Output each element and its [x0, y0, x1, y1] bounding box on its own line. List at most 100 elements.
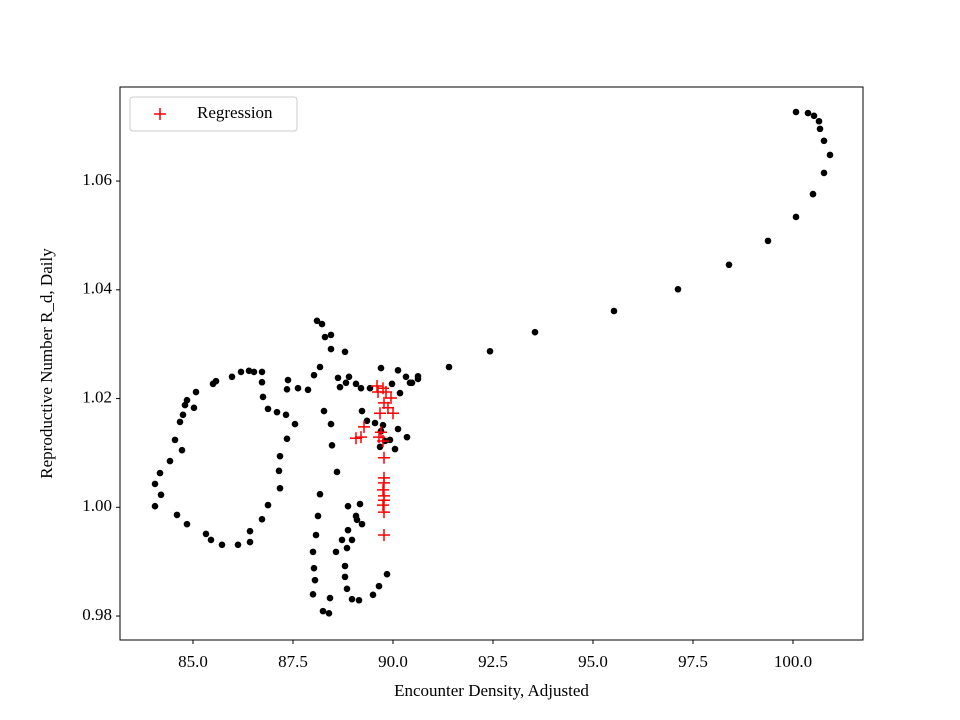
x-tick-label: 92.5: [478, 652, 508, 671]
dot-marker: [246, 538, 254, 546]
dot-marker: [284, 376, 292, 384]
dot-marker: [610, 307, 618, 315]
dot-marker: [258, 515, 266, 523]
dot-marker: [369, 591, 377, 599]
dot-marker: [183, 520, 191, 528]
y-tick-label: 1.06: [82, 170, 112, 189]
dot-marker: [316, 490, 324, 498]
dot-marker: [183, 396, 191, 404]
dot-marker: [237, 368, 245, 376]
plus-marker: [378, 476, 390, 489]
dot-marker: [531, 328, 539, 336]
dot-marker: [156, 469, 164, 477]
dot-marker: [352, 380, 360, 388]
dot-marker: [176, 418, 184, 426]
dot-marker: [320, 407, 328, 415]
dot-marker: [283, 385, 291, 393]
dot-marker: [486, 347, 494, 355]
plus-marker: [377, 483, 389, 496]
dot-marker: [344, 526, 352, 534]
dot-marker: [816, 125, 824, 133]
dot-marker: [809, 190, 817, 198]
dot-marker: [318, 320, 326, 328]
dot-marker: [264, 501, 272, 509]
x-tick-label: 95.0: [578, 652, 608, 671]
y-tick-label: 1.00: [82, 496, 112, 515]
dot-marker: [363, 417, 371, 425]
dot-marker: [246, 527, 254, 535]
dot-marker: [344, 502, 352, 510]
legend-marker: [154, 108, 166, 120]
dot-marker: [414, 375, 422, 383]
dot-marker: [336, 383, 344, 391]
legend-label: Regression: [197, 103, 273, 122]
dot-marker: [212, 377, 220, 385]
dot-marker: [275, 467, 283, 475]
dot-marker: [309, 548, 317, 556]
plus-marker: [382, 401, 394, 414]
dot-marker: [394, 425, 402, 433]
dot-marker: [815, 117, 823, 125]
dot-marker: [396, 389, 404, 397]
dot-marker: [326, 594, 334, 602]
dot-marker: [371, 419, 379, 427]
dot-marker: [151, 480, 159, 488]
plus-marker: [350, 432, 362, 445]
dot-marker: [282, 411, 290, 419]
dot-marker: [356, 500, 364, 508]
dot-marker: [394, 366, 402, 374]
plus-marker: [374, 407, 386, 420]
dot-marker: [313, 317, 321, 325]
dot-marker: [151, 502, 159, 510]
dot-marker: [259, 393, 267, 401]
dot-marker: [312, 531, 320, 539]
dot-marker: [792, 213, 800, 221]
dot-marker: [294, 384, 302, 392]
y-tick-label: 0.98: [82, 605, 112, 624]
dot-marker: [319, 607, 327, 615]
dot-marker: [348, 536, 356, 544]
plus-marker: [385, 391, 397, 404]
dot-marker: [178, 446, 186, 454]
dot-marker: [245, 367, 253, 375]
dot-marker: [386, 436, 394, 444]
plus-marker: [378, 506, 390, 519]
dot-marker: [328, 442, 336, 449]
x-tick-label: 87.5: [278, 652, 308, 671]
dot-marker: [352, 512, 360, 520]
dot-marker: [173, 511, 181, 519]
dot-marker: [725, 261, 733, 269]
dot-marker: [309, 590, 317, 598]
dot-marker: [276, 452, 284, 460]
dot-marker: [820, 169, 828, 177]
plus-marker: [380, 386, 392, 399]
dot-marker: [179, 411, 187, 419]
dot-marker: [804, 109, 812, 117]
dot-marker: [310, 564, 318, 572]
dot-marker: [325, 610, 333, 617]
y-tick-label: 1.02: [82, 387, 112, 406]
dot-marker: [332, 548, 340, 556]
dot-marker: [327, 420, 335, 428]
dot-marker: [343, 585, 351, 593]
dot-marker: [343, 544, 351, 552]
dot-marker: [258, 378, 266, 386]
dot-marker: [311, 576, 319, 584]
dot-marker: [304, 386, 312, 394]
dot-marker: [207, 536, 215, 544]
legend-box: [129, 96, 298, 132]
plot-area: [151, 108, 834, 617]
dot-marker: [674, 285, 682, 293]
dot-marker: [388, 380, 396, 388]
dot-marker: [234, 541, 242, 549]
dot-marker: [341, 562, 349, 570]
dot-marker: [377, 364, 385, 372]
x-tick-label: 97.5: [678, 652, 708, 671]
dot-marker: [190, 404, 198, 412]
dot-marker: [166, 457, 174, 465]
plus-marker: [378, 494, 390, 507]
plus-marker: [358, 420, 370, 433]
dot-marker: [228, 373, 236, 381]
dot-marker: [358, 520, 366, 528]
